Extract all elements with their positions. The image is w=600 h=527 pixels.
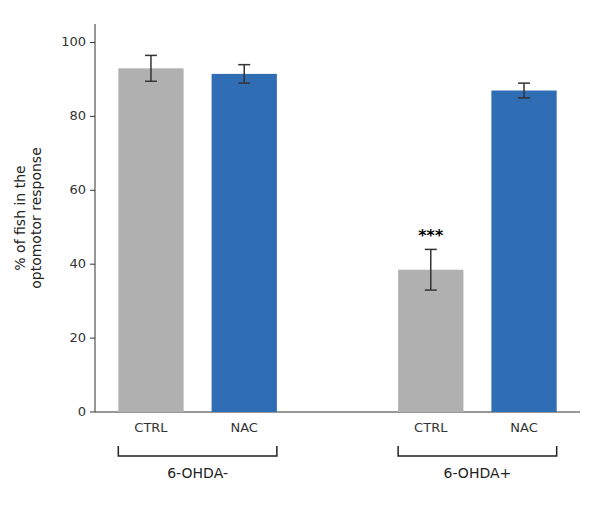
error-bar xyxy=(425,249,437,290)
x-tick-label: NAC xyxy=(510,420,537,435)
annotation: *** xyxy=(418,226,444,245)
group-bracket xyxy=(398,446,557,456)
y-tick xyxy=(90,264,95,265)
x-tick-label: NAC xyxy=(230,420,257,435)
y-tick-label: 20 xyxy=(69,330,86,345)
group-label: 6-OHDA+ xyxy=(444,465,512,481)
x-tick-label: CTRL xyxy=(134,420,168,435)
y-tick xyxy=(90,338,95,339)
y-tick xyxy=(90,190,95,191)
error-bar xyxy=(518,83,530,98)
bar xyxy=(398,270,463,412)
y-tick-label: 0 xyxy=(78,404,86,419)
marks xyxy=(118,55,556,412)
y-axis-label: % of fish in theoptomotor response xyxy=(12,147,45,289)
y-axis: 0 20 40 60 80 100 xyxy=(61,24,95,419)
y-tick-label: 80 xyxy=(69,108,86,123)
group-bracket xyxy=(118,446,277,456)
error-bar xyxy=(238,65,250,83)
chart-container: 0 20 40 60 80 100 % of fish in theoptomotor re… xyxy=(0,0,600,527)
y-tick-label: 100 xyxy=(61,34,86,49)
y-tick-label: 60 xyxy=(69,182,86,197)
y-tick-label: 40 xyxy=(69,256,86,271)
y-tick xyxy=(90,116,95,117)
y-axis-line xyxy=(95,24,96,412)
bar xyxy=(491,91,556,412)
y-tick xyxy=(90,42,95,43)
chart: 0 20 40 60 80 100 % of fish in theoptomotor re… xyxy=(0,0,600,527)
bar xyxy=(212,74,277,412)
y-tick xyxy=(90,412,95,413)
error-bar xyxy=(145,55,157,81)
bar xyxy=(118,68,183,412)
x-tick-label: CTRL xyxy=(414,420,448,435)
group-label: 6-OHDA- xyxy=(167,465,228,481)
